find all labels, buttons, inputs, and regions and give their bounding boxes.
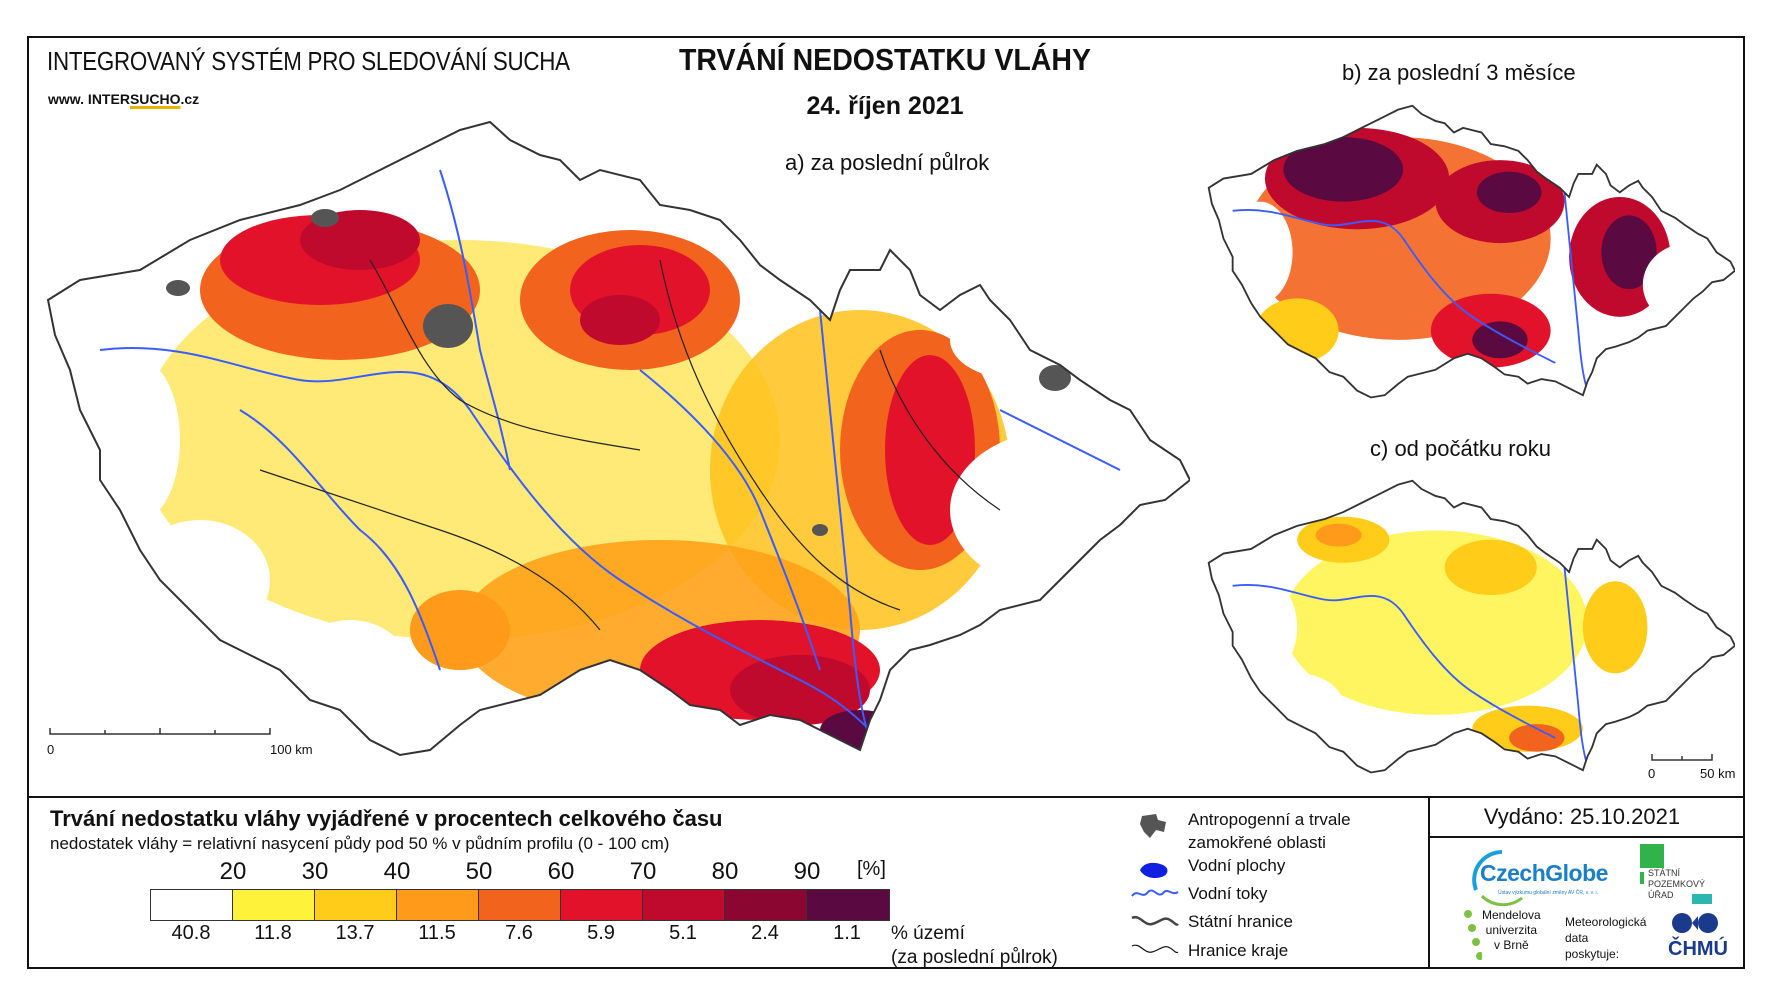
legend-swatch [233,890,315,920]
scale-small-end: 50 km [1700,766,1736,781]
map-panel-b [1207,104,1735,399]
legend-swatch [561,890,643,920]
chmu-symbol-icon [1672,913,1718,933]
legend-color-scale [150,889,890,921]
czechglobe-subtitle: Ústav výzkumu globální změny AV ČR, v. v… [1498,890,1599,896]
legend-swatch [725,890,807,920]
map-frame [27,36,1745,969]
legend-swatch [151,890,233,920]
spu-line2: POZEMKOVÝ [1648,879,1706,889]
percent-caption-line1: % území [891,923,965,944]
meteo-line1: Meteorologická [1565,915,1647,929]
panel-b-label: b) za poslední 3 měsíce [1342,60,1576,85]
legend-tick: 20 [219,858,247,885]
river-icon [1131,889,1179,897]
legend-percent: 11.8 [254,922,292,944]
legend-percent: 11.5 [418,922,456,944]
system-title: INTEGROVANÝ SYSTÉM PRO SLEDOVÁNÍ SUCHA [47,46,570,76]
meteo-line2: data [1565,931,1589,945]
percent-caption: % území (za poslední půlrok) [891,922,1058,970]
legend-swatch [643,890,725,920]
scale-main-zero: 0 [47,742,55,757]
chmu-name: ČHMÚ [1668,938,1728,960]
mendel-line1: Mendelova [1482,908,1541,922]
spu-text: STÁTNÍ POZEMKOVÝ ÚŘAD [1648,868,1705,901]
main-title: TRVÁNÍ NEDOSTATKU VLÁHY [679,42,1091,77]
percent-caption-line2: (za poslední půlrok) [891,947,1058,968]
legend-state-border: Státní hranice [1188,912,1293,931]
scale-main-end: 100 km [270,742,313,757]
legend-rivers: Vodní toky [1188,884,1268,903]
legend-percent: 13.7 [335,922,375,944]
spu-square-icon [1640,844,1664,868]
mendel-line3: v Brně [1494,938,1529,952]
legend-water-bodies: Vodní plochy [1188,856,1286,875]
spu-line1: STÁTNÍ [1648,868,1681,878]
legend-tick: 80 [711,858,739,885]
scale-bar-main [49,728,271,735]
issued-date: Vydáno: 25.10.2021 [1483,804,1681,829]
legend-tick: 60 [547,858,575,885]
issued-divider [1428,836,1745,838]
legend-percent: 5.9 [587,922,615,944]
legend-percent: 40.8 [171,922,211,944]
panel-a-label: a) za poslední půlrok [785,150,990,175]
chmu-logo[interactable]: ČHMÚ [1668,910,1738,966]
czechglobe-name: CzechGlobe [1480,860,1608,886]
legend-swatch [315,890,397,920]
mendel-university-logo[interactable]: Mendelova univerzita v Brně [1462,908,1552,966]
url-brand: SUCHO [129,91,181,107]
legend-divider-right [1428,796,1430,969]
legend-swatch [397,890,479,920]
legend-tick: 30 [301,858,329,885]
legend-title: Trvání nedostatku vláhy vyjádřené v proc… [50,806,723,831]
legend-tick: 40 [383,858,411,885]
scale-small-zero: 0 [1648,766,1656,781]
spu-accent-icon [1692,894,1712,904]
mendel-text: Mendelova univerzita v Brně [1482,908,1541,953]
legend-swatch [807,890,889,920]
legend-divider [27,796,1745,798]
legend-percent: 7.6 [505,922,533,944]
mendel-dots-icon [1464,910,1482,960]
map-date: 24. říjen 2021 [806,92,964,120]
meteo-line3: poskytuje: [1565,947,1620,961]
meteo-data-caption: Meteorologická data poskytuje: [1565,914,1646,962]
spu-logo[interactable]: STÁTNÍ POZEMKOVÝ ÚŘAD [1640,844,1730,904]
panel-c-label: c) od počátku roku [1370,436,1551,461]
legend-percent: 5.1 [669,922,697,944]
legend-tick: 90 [793,858,821,885]
url-prefix: www. INTER [48,91,130,107]
spu-bar-icon [1640,872,1644,884]
legend-anthropogenic-1: Antropogenní a trvale [1188,810,1351,829]
legend-anthropogenic-2: zamokřené oblasti [1188,833,1326,852]
legend-percent: 2.4 [751,922,779,944]
region-border-icon [1131,944,1179,954]
map-panel-c [1207,479,1735,774]
czechglobe-arc-icon [1472,850,1523,906]
state-border-icon [1131,915,1179,926]
legend-unit: [%] [857,858,886,880]
anthropogenic-area-icon [1140,814,1166,838]
url-suffix: .cz [180,91,200,107]
legend-tick: 70 [629,858,657,885]
map-panel-a [46,120,1190,757]
website-url[interactable]: www. INTERSUCHO.cz [48,91,199,107]
water-body-icon [1140,862,1168,878]
legend-swatch [479,890,561,920]
legend-tick: 50 [465,858,493,885]
spu-line3: ÚŘAD [1648,890,1674,900]
legend-percent: 1.1 [833,922,861,944]
czechglobe-logo[interactable]: CzechGlobe Ústav výzkumu globální změny … [1462,846,1612,906]
mendel-line2: univerzita [1485,923,1538,937]
legend-region-border: Hranice kraje [1188,941,1289,960]
scale-bar-small [1651,754,1713,761]
legend-subtitle: nedostatek vláhy = relativní nasycení pů… [50,834,670,853]
